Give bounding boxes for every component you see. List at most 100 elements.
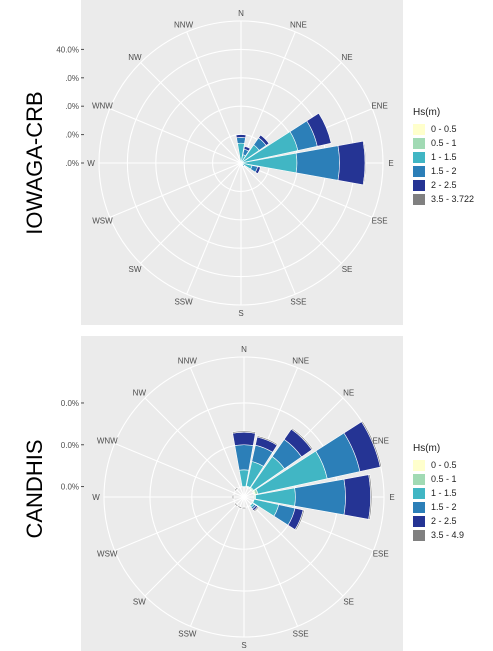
- direction-label-nne: NNE: [292, 356, 309, 365]
- grid-spoke: [189, 367, 245, 498]
- sector-e-bin-5: [368, 474, 373, 520]
- grid-spoke: [240, 31, 296, 164]
- radial-ticks: 40.0% .0% .0% .0% .0%: [56, 45, 84, 168]
- legend-title: Hs(m): [413, 107, 441, 118]
- direction-label-sse: SSE: [290, 298, 306, 307]
- sector-nnw-bin-3: [239, 160, 242, 163]
- legend-item: 2 - 2.5: [413, 514, 464, 528]
- grid-spoke: [186, 31, 242, 164]
- legend-swatch: [413, 165, 425, 177]
- legend-label: 0 - 0.5: [431, 124, 457, 134]
- legend-item: 0 - 0.5: [413, 122, 474, 136]
- legend-swatch: [413, 501, 425, 513]
- legend-swatch: [413, 529, 425, 541]
- grid-spoke: [109, 108, 242, 164]
- direction-label-ne: NE: [343, 388, 354, 397]
- sector-w-bin-5: [231, 494, 235, 500]
- direction-label-w: W: [92, 493, 100, 502]
- radial-tick-label: .0%: [65, 131, 79, 140]
- direction-label-se: SE: [342, 265, 353, 274]
- grid-spoke: [243, 496, 299, 627]
- direction-label-ssw: SSW: [174, 298, 193, 307]
- direction-label-s: S: [238, 309, 243, 318]
- legend-label: 2 - 2.5: [431, 180, 457, 190]
- legend-label: 1.5 - 2: [431, 166, 457, 176]
- direction-label-n: N: [238, 9, 244, 18]
- direction-label-nnw: NNW: [174, 20, 194, 29]
- windrose-chart: N NNE NE ENE E ESE SE SSE S SSW SW WSW W WNW NW NNW 40.0…: [56, 0, 403, 325]
- direction-label-wnw: WNW: [92, 102, 113, 111]
- direction-label-e: E: [389, 493, 394, 502]
- legend-item: 1.5 - 2: [413, 500, 464, 514]
- legend-item: 3.5 - 4.9: [413, 528, 464, 542]
- sector-n-bin-5: [232, 430, 256, 434]
- sector-ene-bin-5: [361, 420, 382, 468]
- sector-ene-bin-4: [306, 112, 332, 147]
- direction-label-sw: SW: [133, 598, 146, 607]
- legend-label: 0.5 - 1: [431, 138, 457, 148]
- legend-swatch: [413, 487, 425, 499]
- sector-se-bin-3: [242, 164, 245, 167]
- legend-item: 1.5 - 2: [413, 164, 474, 178]
- sector-se-bin-5: [253, 506, 260, 513]
- direction-label-se: SE: [343, 598, 354, 607]
- legend-label: 0.5 - 1: [431, 474, 457, 484]
- grid-spoke: [144, 496, 245, 597]
- legend-label: 1.5 - 2: [431, 502, 457, 512]
- sectors: [235, 112, 367, 186]
- sector-sse-bin-2: [240, 162, 243, 165]
- sector-ssw-bin-5: [237, 505, 243, 509]
- direction-label-s: S: [241, 641, 246, 650]
- grid-spoke: [140, 62, 242, 164]
- legend-item: 0 - 0.5: [413, 458, 464, 472]
- legend: Hs(m) 0 - 0.5 0.5 - 1 1 - 1.5 1.5 - 2 2 - 2.…: [413, 443, 464, 542]
- direction-label-sw: SW: [128, 265, 141, 274]
- sector-nne-bin-4: [243, 145, 251, 152]
- legend-swatch: [413, 123, 425, 135]
- direction-label-wnw: WNW: [97, 436, 118, 445]
- grid-spoke: [240, 162, 342, 264]
- legend-label: 1 - 1.5: [431, 152, 457, 162]
- sector-s-bin-5: [241, 506, 247, 510]
- legend-title: Hs(m): [413, 443, 441, 454]
- legend-swatch: [413, 515, 425, 527]
- direction-label-nne: NNE: [290, 20, 307, 29]
- legend-label: 3.5 - 4.9: [431, 530, 465, 540]
- sector-e-bin-4: [343, 474, 371, 520]
- legend-item: 0.5 - 1: [413, 136, 474, 150]
- radial-tick-label: .0%: [65, 74, 79, 83]
- direction-label-ssw: SSW: [178, 630, 197, 639]
- direction-label-n: N: [241, 345, 247, 354]
- dataset-label: CANDHIS: [22, 439, 47, 539]
- sector-nne-bin-5: [256, 435, 279, 446]
- legend-swatch: [413, 193, 425, 205]
- grid-spoke: [243, 496, 344, 597]
- sector-e-bin-4: [337, 140, 366, 186]
- legend-swatch: [413, 473, 425, 485]
- sector-ese-bin-5: [294, 509, 305, 531]
- direction-label-nw: NW: [133, 388, 147, 397]
- sector-sw-bin-5: [233, 502, 239, 508]
- radial-tick-label: 0.0%: [61, 441, 79, 450]
- grid-spoke: [240, 162, 373, 218]
- legend-label: 0 - 0.5: [431, 460, 457, 470]
- legend-swatch: [413, 179, 425, 191]
- direction-label-e: E: [388, 159, 393, 168]
- legend-item: 1 - 1.5: [413, 150, 474, 164]
- grid-spoke: [144, 397, 245, 498]
- sector-n-bin-4: [232, 431, 256, 446]
- radial-tick-label: 40.0%: [56, 45, 79, 54]
- grid-spoke: [186, 162, 242, 295]
- radial-tick-label: 0.0%: [61, 483, 79, 492]
- legend-item: 2 - 2.5: [413, 178, 474, 192]
- direction-labels: N NNE NE ENE E ESE SE SSE S SSW SW WSW W WNW NW NNW: [87, 9, 393, 318]
- windrose-panel-iowaga: IOWAGA-CRB N NNE NE ENE E ESE SE SSE S SSW SW WSW W W…: [0, 0, 493, 325]
- legend-item: 0.5 - 1: [413, 472, 464, 486]
- legend-swatch: [413, 137, 425, 149]
- legend-item: 1 - 1.5: [413, 486, 464, 500]
- sector-n-bin-3: [236, 137, 246, 144]
- sector-nw-bin-5: [233, 486, 239, 492]
- grid-spoke: [140, 162, 242, 264]
- sector-e-bin-5: [362, 140, 367, 186]
- direction-label-sse: SSE: [293, 630, 309, 639]
